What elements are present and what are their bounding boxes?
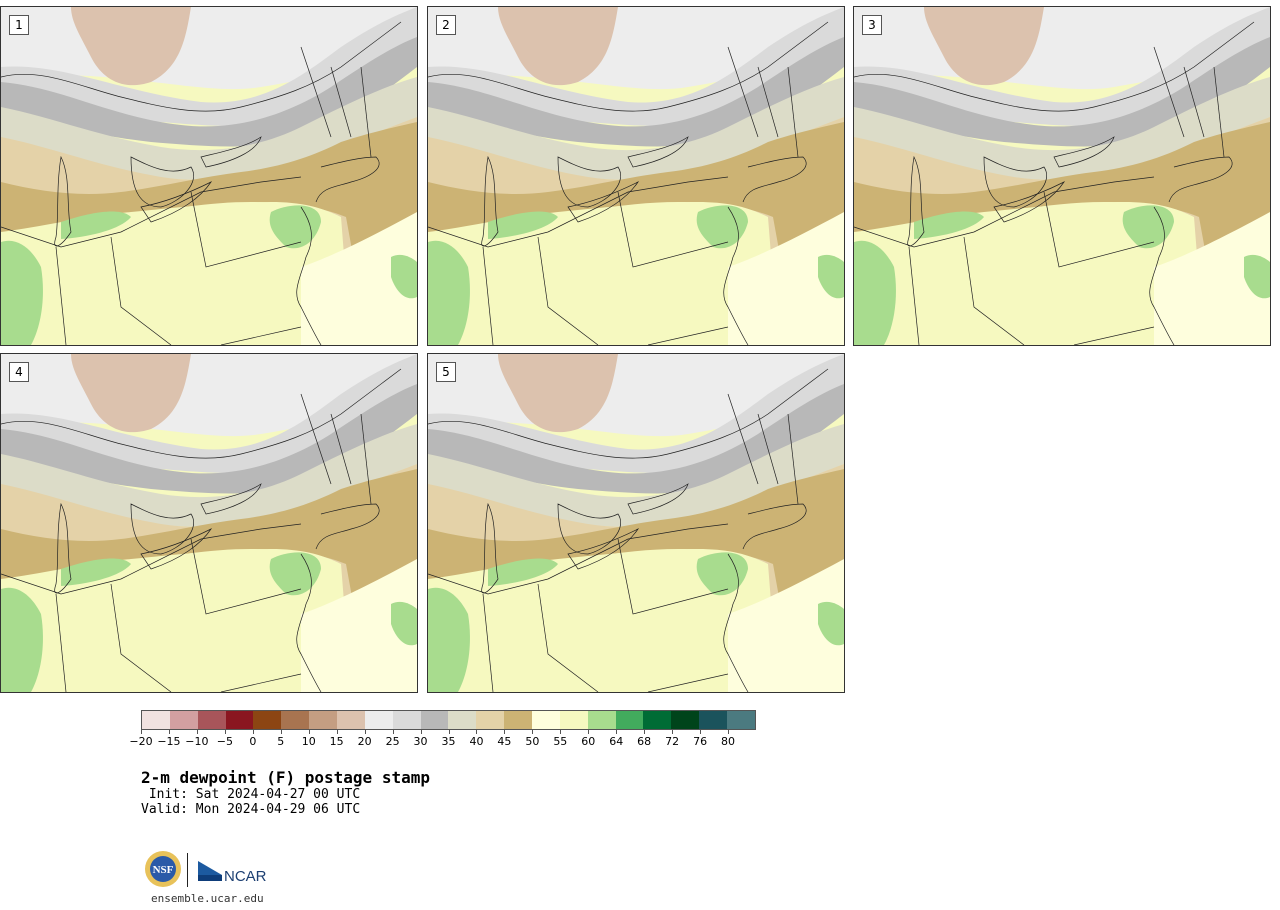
- ensemble-member-map-2: 2: [427, 6, 845, 346]
- colorbar-tick-label: 80: [721, 735, 736, 748]
- colorbar-tick-labels: −20 −15 −10 −5 0 5 10 15 20 25 30 35 40 45 50 55 60 64 68 7…: [129, 730, 756, 750]
- website-url: ensemble.ucar.edu: [151, 892, 264, 905]
- colorbar-tick: [532, 730, 534, 734]
- nsf-logo: NSF: [145, 851, 181, 887]
- map-canvas: [428, 354, 844, 692]
- nsf-logo-text: NSF: [153, 864, 174, 876]
- colorbar-tick-label: 64: [609, 735, 624, 748]
- colorbar-tick-label: 25: [385, 735, 400, 748]
- colorbar-tick: [588, 730, 590, 734]
- ensemble-member-map-5: 5: [427, 353, 845, 693]
- colorbar-box: [337, 711, 365, 729]
- colorbar-tick-label: 0: [249, 735, 257, 748]
- colorbar-tick-label: −20: [129, 735, 153, 748]
- valid-time: Valid: Mon 2024-04-29 06 UTC: [141, 802, 361, 817]
- colorbar-tick: [420, 730, 422, 734]
- colorbar-tick: [141, 730, 142, 734]
- colorbar-box: [420, 711, 449, 729]
- colorbar-box: [309, 711, 338, 729]
- map-canvas: [854, 7, 1270, 345]
- colorbar-tick: [196, 730, 198, 734]
- member-number-label: 1: [9, 15, 29, 35]
- member-number-label: 5: [436, 362, 456, 382]
- colorbar-box: [727, 711, 755, 729]
- colorbar-tick-label: 40: [469, 735, 484, 748]
- colorbar-tick: [700, 730, 702, 734]
- ensemble-member-map-3: 3: [853, 6, 1271, 346]
- colorbar-tick-label: 10: [301, 735, 316, 748]
- member-number-label: 2: [436, 15, 456, 35]
- ensemble-member-map-4: 4: [0, 353, 418, 693]
- colorbar-tick-label: −10: [185, 735, 209, 748]
- colorbar-tick: [560, 730, 562, 734]
- colorbar-tick: [336, 730, 338, 734]
- colorbar-box: [225, 711, 254, 729]
- ncar-logo-text: NCAR: [224, 868, 267, 885]
- colorbar-box: [169, 711, 198, 729]
- colorbar-tick: [448, 730, 450, 734]
- colorbar-tick: [168, 730, 170, 734]
- colorbar-box: [142, 711, 170, 729]
- map-canvas: [428, 7, 844, 345]
- colorbar-box: [197, 711, 226, 729]
- colorbar-box: [392, 711, 421, 729]
- colorbar-tick-label: 45: [497, 735, 512, 748]
- colorbar-tick: [728, 730, 730, 734]
- map-canvas: [1, 354, 417, 692]
- colorbar-tick: [644, 730, 646, 734]
- colorbar-tick: [364, 730, 366, 734]
- member-number-label: 3: [862, 15, 882, 35]
- colorbar-tick: [224, 730, 226, 734]
- colorbar-tick-label: −15: [157, 735, 181, 748]
- colorbar-box: [671, 711, 700, 729]
- colorbar-box: [643, 711, 672, 729]
- colorbar-tick-label: 30: [413, 735, 428, 748]
- colorbar-box: [448, 711, 477, 729]
- colorbar-box: [532, 711, 560, 729]
- colorbar-box: [559, 711, 588, 729]
- colorbar-tick-label: 20: [357, 735, 372, 748]
- colorbar-tick: [280, 730, 282, 734]
- colorbar-tick-label: −5: [216, 735, 233, 748]
- colorbar-box: [504, 711, 533, 729]
- colorbar-box: [364, 711, 393, 729]
- colorbar-tick-label: 50: [525, 735, 540, 748]
- colorbar-tick-label: 60: [581, 735, 596, 748]
- colorbar-tick-label: 35: [441, 735, 456, 748]
- colorbar-tick-label: 5: [277, 735, 285, 748]
- colorbar-tick: [392, 730, 394, 734]
- colorbar-tick: [672, 730, 674, 734]
- dewpoint-colorbar: [141, 710, 756, 730]
- colorbar-box: [253, 711, 282, 729]
- colorbar-tick-label: 68: [637, 735, 652, 748]
- member-number-label: 4: [9, 362, 29, 382]
- colorbar-tick-label: 76: [693, 735, 708, 748]
- colorbar-tick-label: 15: [329, 735, 344, 748]
- colorbar-tick: [308, 730, 310, 734]
- figure-title: 2-m dewpoint (F) postage stamp: [141, 768, 430, 787]
- colorbar-tick: [616, 730, 618, 734]
- map-canvas: [1, 7, 417, 345]
- logo-divider: [187, 853, 188, 887]
- colorbar-tick: [504, 730, 506, 734]
- ncar-logo: NCAR: [198, 861, 267, 885]
- init-time: Init: Sat 2024-04-27 00 UTC: [141, 787, 361, 802]
- colorbar-tick: [252, 730, 254, 734]
- colorbar-box: [281, 711, 310, 729]
- colorbar-box: [476, 711, 505, 729]
- logos: NSF NCAR: [144, 850, 284, 890]
- ensemble-member-map-1: 1: [0, 6, 418, 346]
- colorbar-tick-label: 72: [665, 735, 680, 748]
- colorbar-box: [615, 711, 644, 729]
- colorbar-box: [699, 711, 728, 729]
- colorbar-tick: [476, 730, 478, 734]
- colorbar-tick-label: 55: [553, 735, 568, 748]
- colorbar-box: [587, 711, 616, 729]
